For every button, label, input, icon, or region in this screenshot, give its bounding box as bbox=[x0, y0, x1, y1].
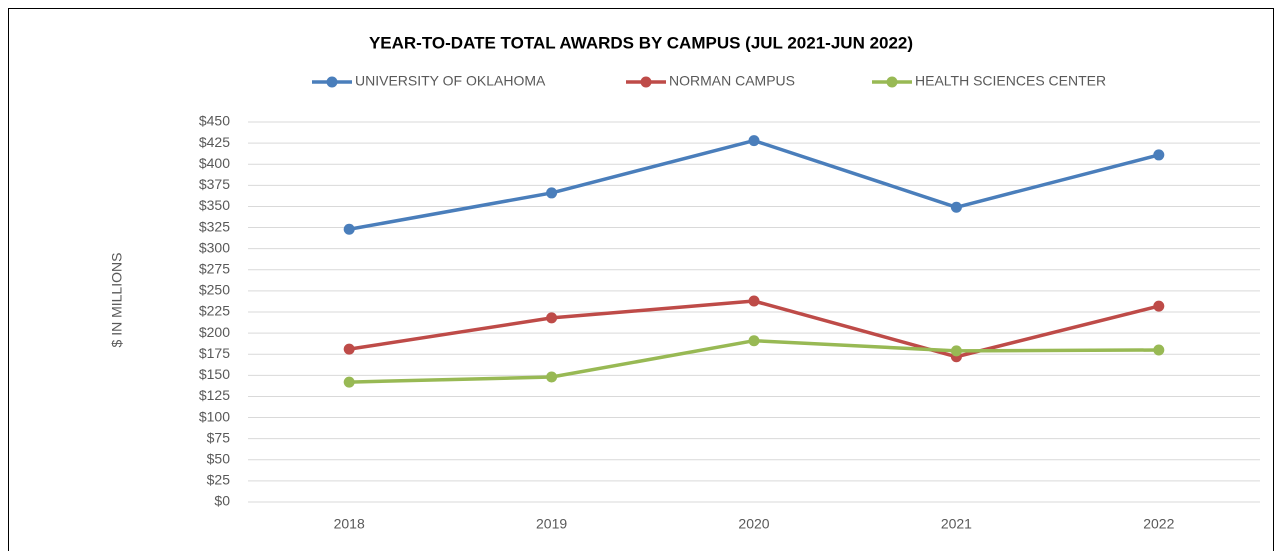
legend-label: UNIVERSITY OF OKLAHOMA bbox=[355, 73, 546, 89]
y-tick-label: $275 bbox=[199, 260, 230, 276]
x-tick-label: 2019 bbox=[536, 516, 567, 532]
legend-label: HEALTH SCIENCES CENTER bbox=[915, 73, 1106, 89]
data-point bbox=[748, 135, 760, 147]
chart-frame bbox=[8, 8, 1274, 551]
data-point bbox=[343, 376, 355, 388]
y-tick-label: $0 bbox=[214, 493, 230, 509]
x-tick-label: 2018 bbox=[334, 516, 365, 532]
data-point bbox=[1153, 149, 1165, 161]
data-point bbox=[343, 223, 355, 235]
y-tick-label: $125 bbox=[199, 387, 230, 403]
data-point bbox=[748, 295, 760, 307]
y-axis-label: $ IN MILLIONS bbox=[109, 253, 125, 348]
legend-label: NORMAN CAMPUS bbox=[669, 73, 795, 89]
y-tick-label: $375 bbox=[199, 176, 230, 192]
y-tick-label: $250 bbox=[199, 282, 230, 298]
y-tick-label: $300 bbox=[199, 239, 230, 255]
data-point bbox=[748, 335, 760, 347]
y-tick-label: $325 bbox=[199, 218, 230, 234]
y-tick-label: $425 bbox=[199, 134, 230, 150]
data-point bbox=[1153, 344, 1165, 356]
legend-marker bbox=[640, 76, 652, 88]
y-tick-label: $175 bbox=[199, 345, 230, 361]
y-tick-label: $150 bbox=[199, 366, 230, 382]
legend-marker bbox=[886, 76, 898, 88]
y-tick-label: $50 bbox=[207, 450, 231, 466]
x-tick-label: 2020 bbox=[738, 516, 769, 532]
data-point bbox=[546, 371, 558, 383]
data-point bbox=[1153, 300, 1165, 312]
x-tick-label: 2022 bbox=[1143, 516, 1174, 532]
y-tick-label: $100 bbox=[199, 408, 230, 424]
y-tick-label: $225 bbox=[199, 303, 230, 319]
data-point bbox=[343, 343, 355, 355]
y-tick-label: $400 bbox=[199, 155, 230, 171]
y-tick-label: $450 bbox=[199, 113, 230, 129]
data-point bbox=[546, 312, 558, 324]
data-point bbox=[950, 201, 962, 213]
y-tick-label: $350 bbox=[199, 197, 230, 213]
chart-title: YEAR-TO-DATE TOTAL AWARDS BY CAMPUS (JUL… bbox=[369, 33, 913, 52]
y-tick-label: $25 bbox=[207, 472, 231, 488]
y-tick-label: $200 bbox=[199, 324, 230, 340]
legend-marker bbox=[326, 76, 338, 88]
x-tick-label: 2021 bbox=[941, 516, 972, 532]
data-point bbox=[546, 187, 558, 199]
y-tick-label: $75 bbox=[207, 429, 231, 445]
data-point bbox=[950, 345, 962, 357]
